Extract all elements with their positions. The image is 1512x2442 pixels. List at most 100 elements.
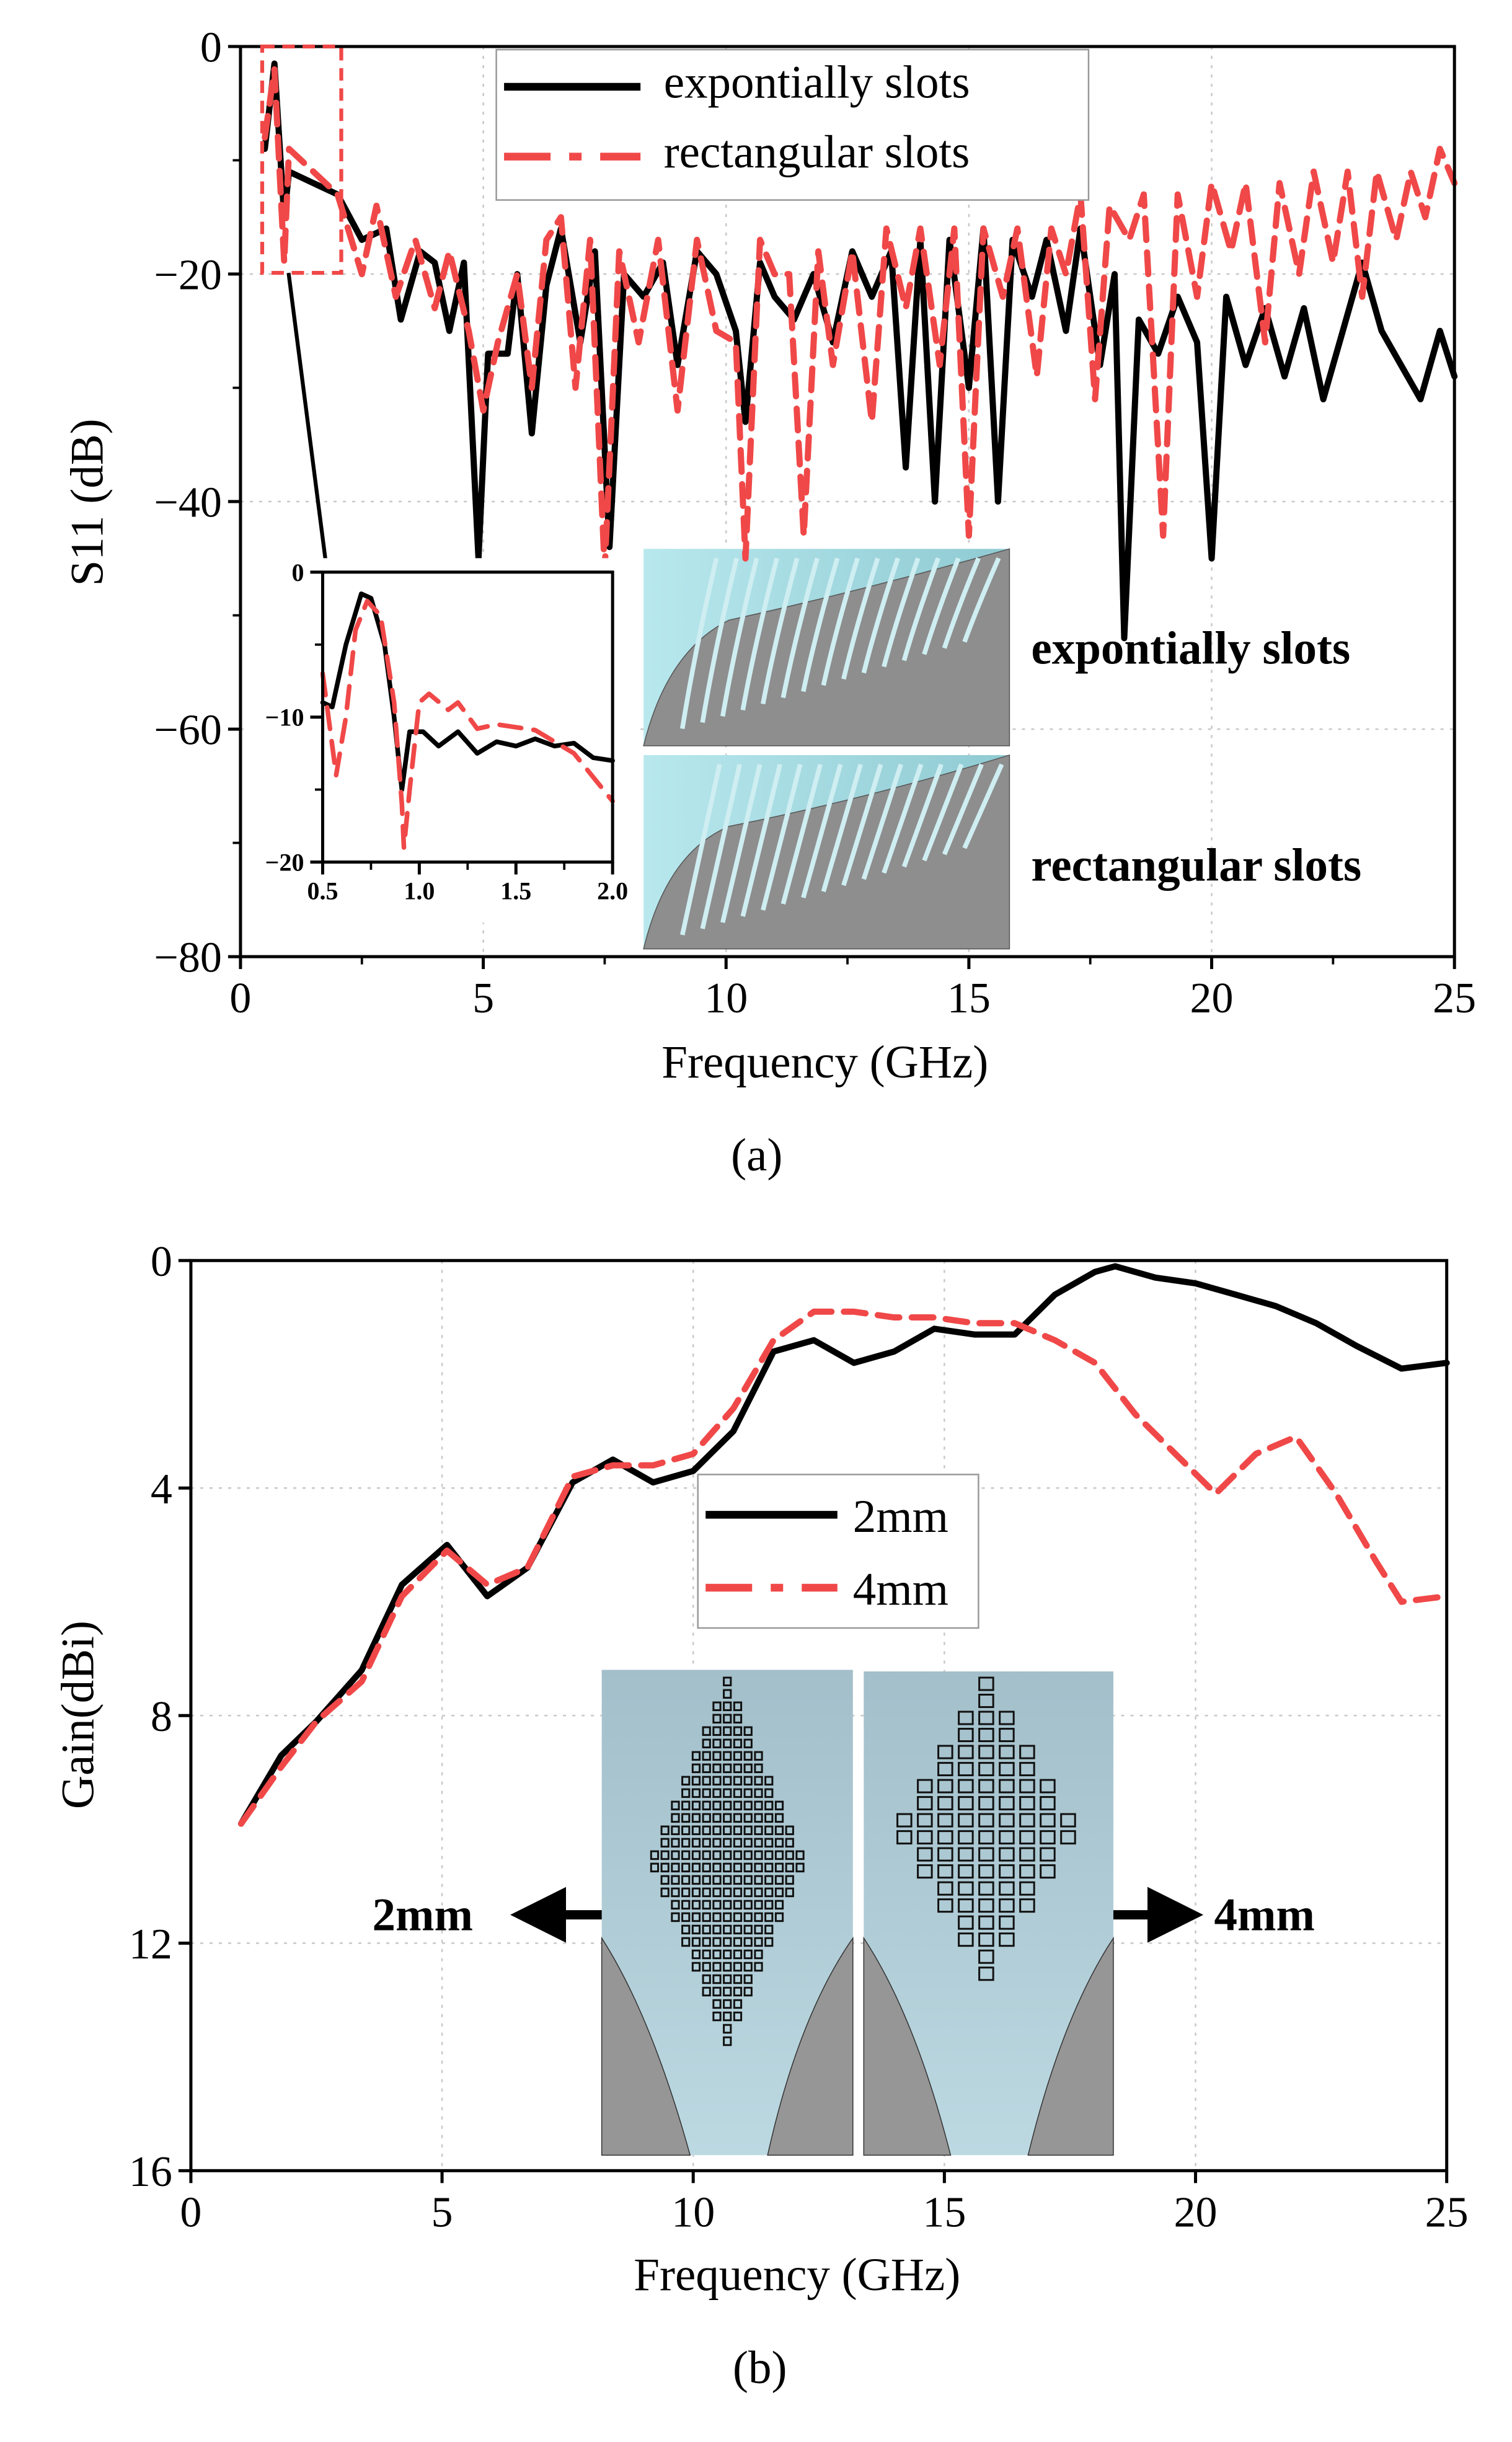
y-tick-label: 8 xyxy=(151,1693,172,1741)
slot xyxy=(801,763,843,899)
slot xyxy=(901,557,940,661)
unit-cell xyxy=(999,1762,1015,1777)
x-tick-label: 20 xyxy=(1190,975,1234,1022)
unit-cell xyxy=(754,1862,763,1873)
unit-cell xyxy=(937,1881,953,1896)
unit-cell xyxy=(764,1776,774,1786)
unit-cell xyxy=(999,1728,1015,1743)
image-label-2mm: 2mm xyxy=(373,1890,474,1941)
slot xyxy=(680,764,722,936)
unit-cell xyxy=(978,1932,994,1947)
unit-cell xyxy=(958,1915,974,1930)
unit-cell xyxy=(774,1838,784,1848)
unit-cell xyxy=(958,1745,974,1759)
unit-cell xyxy=(702,1825,711,1836)
unit-cell xyxy=(774,1912,784,1922)
unit-cell xyxy=(764,1850,774,1860)
unit-cell xyxy=(733,2011,743,2022)
y-tick-label: −20 xyxy=(265,849,304,877)
unit-cell xyxy=(671,1862,680,1873)
unit-cell xyxy=(681,1875,691,1885)
unit-cell xyxy=(743,1763,753,1774)
unit-cell xyxy=(978,1881,994,1896)
legend-label-rect: rectangular slots xyxy=(664,126,970,178)
unit-cell xyxy=(691,1949,701,1960)
unit-cell xyxy=(978,1762,994,1777)
unit-cell xyxy=(702,1813,711,1823)
unit-cell xyxy=(681,1912,691,1922)
unit-cell xyxy=(999,1915,1015,1930)
unit-cell xyxy=(958,1762,974,1777)
unit-cell xyxy=(650,1850,660,1860)
unit-cell xyxy=(978,1676,994,1691)
x-axis-label: Frequency (GHz) xyxy=(634,2249,960,2301)
y-tick-label: 0 xyxy=(151,1238,172,1286)
slot xyxy=(720,557,759,717)
unit-cell xyxy=(1040,1779,1056,1794)
unit-cell xyxy=(764,1800,774,1811)
unit-cell xyxy=(712,1974,722,1984)
unit-cell xyxy=(671,1850,680,1860)
unit-cell xyxy=(978,1864,994,1879)
slot xyxy=(901,763,944,868)
unit-cell xyxy=(733,1800,743,1811)
unit-cell xyxy=(917,1830,933,1845)
unit-cell xyxy=(764,1788,774,1798)
unit-cell xyxy=(764,1887,774,1898)
x-tick-label: 20 xyxy=(1174,2188,1218,2236)
unit-cell xyxy=(754,1763,763,1774)
unit-cell xyxy=(743,1949,753,1960)
unit-cell xyxy=(754,1924,763,1935)
x-tick-label: 25 xyxy=(1425,2188,1469,2236)
slot xyxy=(680,557,719,730)
unit-cell xyxy=(723,1937,732,1947)
unit-cell xyxy=(774,1813,784,1823)
s11-chart: expontially slots rectangular slots 0 5 10… xyxy=(61,24,1476,1182)
unit-cell xyxy=(785,1875,794,1885)
unit-cell xyxy=(691,1800,701,1811)
unit-cell xyxy=(764,1924,774,1935)
series xyxy=(262,60,1458,642)
unit-cell xyxy=(702,1986,711,1997)
unit-cell xyxy=(754,1875,763,1885)
series-line-rectangular-slots xyxy=(262,66,1458,573)
unit-cell xyxy=(743,1986,753,1997)
unit-cell xyxy=(702,1800,711,1811)
y-tick-label: 0 xyxy=(291,559,304,586)
slot xyxy=(740,557,779,711)
unit-cell xyxy=(917,1779,933,1794)
unit-cell xyxy=(702,1850,711,1860)
series-line-4mm xyxy=(237,1308,1450,1827)
unit-cell xyxy=(743,1912,753,1922)
unit-cell xyxy=(702,1887,711,1898)
unit-cell xyxy=(958,1898,974,1913)
unit-cell xyxy=(978,1779,994,1794)
y-tick-label: −60 xyxy=(154,707,222,754)
unit-cell xyxy=(671,1887,680,1898)
unit-cell xyxy=(937,1864,953,1879)
unit-cell xyxy=(764,1862,774,1873)
slot xyxy=(962,763,1004,849)
unit-cell xyxy=(1019,1830,1035,1845)
unit-cell xyxy=(733,1788,743,1798)
unit-cell xyxy=(691,1962,701,1972)
panel-caption: (a) xyxy=(731,1130,782,1181)
unit-cell xyxy=(896,1830,913,1845)
unit-cell xyxy=(774,1850,784,1860)
unit-cell xyxy=(754,1825,763,1836)
panel-caption: (b) xyxy=(733,2342,787,2394)
unit-cell xyxy=(733,1887,743,1898)
unit-cell xyxy=(702,1974,711,1984)
unit-cell xyxy=(958,1728,974,1743)
expontially-slots-image xyxy=(643,548,1010,746)
unit-cell xyxy=(702,1924,711,1935)
unit-cell xyxy=(1019,1898,1035,1913)
unit-cell xyxy=(1040,1830,1056,1845)
unit-cell xyxy=(754,1900,763,1910)
unit-cell xyxy=(691,1763,701,1774)
unit-cell xyxy=(712,1838,722,1848)
y-tick-label: 0 xyxy=(200,24,222,72)
unit-cell xyxy=(702,1776,711,1786)
unit-cell xyxy=(978,1710,994,1725)
y-axis-label: Gain(dBi) xyxy=(52,1621,104,1809)
